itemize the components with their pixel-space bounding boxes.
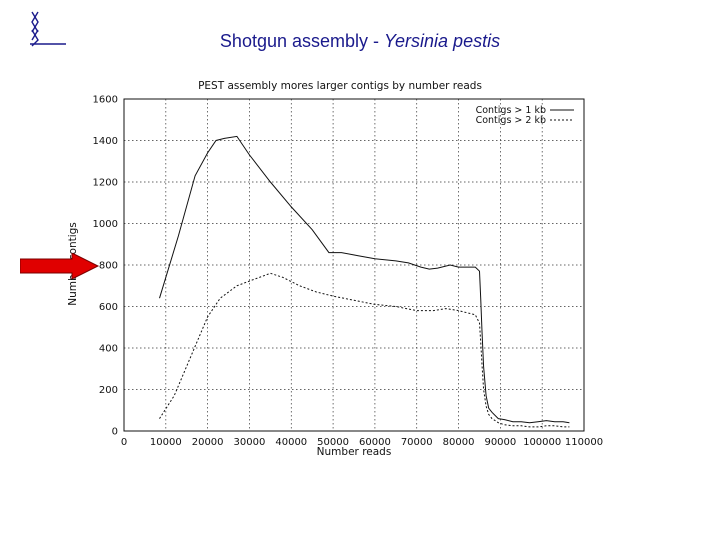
series-line-2	[159, 272, 570, 428]
y-tick-label: 200	[99, 385, 118, 396]
logo-icon	[30, 11, 66, 47]
x-tick-label: 90000	[484, 437, 516, 448]
x-tick-label: 10000	[150, 437, 182, 448]
x-tick-label: 20000	[192, 437, 224, 448]
y-tick-label: 1400	[93, 136, 118, 147]
y-tick-label: 1000	[93, 219, 118, 230]
y-tick-label: 1200	[93, 178, 118, 189]
slide-title-plain: Shotgun assembly -	[219, 31, 385, 51]
chart-ticks: 0 10000 20000 30000 40000 50000 60000 70000 8000…	[93, 95, 604, 449]
pointer-arrow-icon	[20, 253, 100, 279]
x-tick-label: 40000	[275, 437, 307, 448]
x-tick-label: 0	[121, 437, 127, 448]
x-tick-label: 110000	[565, 437, 603, 448]
x-tick-label: 30000	[234, 437, 266, 448]
chart-series	[159, 135, 570, 428]
y-tick-label: 800	[99, 261, 118, 272]
x-tick-label: 70000	[401, 437, 433, 448]
x-tick-label: 60000	[359, 437, 391, 448]
y-tick-label: 600	[99, 302, 118, 313]
x-axis-label: Number reads	[317, 446, 392, 458]
series-line-1	[159, 135, 570, 424]
slide-title-organism: Yersinia pestis	[384, 31, 501, 51]
y-tick-label: 400	[99, 344, 118, 355]
x-tick-label: 100000	[523, 437, 561, 448]
x-tick-label: 80000	[443, 437, 475, 448]
plot-frame	[123, 98, 585, 432]
slide-title: Shotgun assembly - Yersinia pestis	[0, 31, 720, 52]
chart-grid	[124, 99, 584, 431]
y-tick-label: 0	[112, 427, 118, 438]
legend-label-1: Contigs > 1 kb	[476, 105, 546, 116]
legend-label-2: Contigs > 2 kb	[476, 115, 546, 126]
y-tick-label: 1600	[93, 95, 118, 106]
x-tick-label: 50000	[317, 437, 349, 448]
chart-title: PEST assembly mores larger contigs by nu…	[198, 80, 482, 92]
